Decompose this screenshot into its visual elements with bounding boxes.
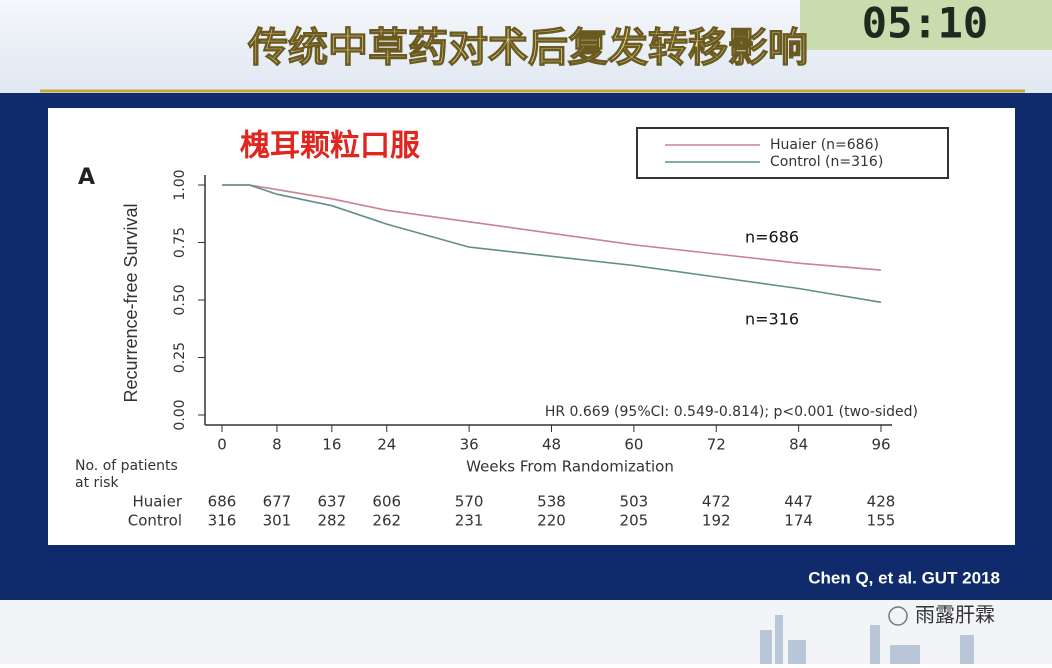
risk-count: 220 [537,512,566,530]
risk-table-title: No. of patients [75,458,178,474]
x-tick-label: 0 [217,436,227,454]
x-tick-label: 48 [542,436,561,454]
legend-label: Huaier (n=686) [770,137,879,153]
risk-count: 637 [318,493,347,511]
annotation: n=686 [745,228,799,247]
slide-title: 传统中草药对术后复发转移影响 [247,25,808,71]
risk-count: 262 [372,512,401,530]
risk-count: 282 [318,512,347,530]
risk-count: 205 [620,512,649,530]
risk-count: 428 [867,493,896,511]
y-tick-label: 1.00 [172,169,188,200]
y-tick-label: 0.75 [172,227,188,258]
x-tick-label: 36 [460,436,479,454]
legend-label: Control (n=316) [770,154,883,170]
x-tick-label: 96 [871,436,890,454]
legend-box [636,127,949,179]
x-axis-label: Weeks From Randomization [466,458,674,476]
risk-table-title: at risk [75,475,119,491]
x-tick-label: 16 [322,436,341,454]
x-tick-label: 60 [624,436,643,454]
risk-count: 538 [537,493,566,511]
risk-count: 472 [702,493,731,511]
risk-count: 503 [620,493,649,511]
chart-panel [48,108,1015,545]
survival-curve [222,184,882,271]
chart-subtitle: 槐耳颗粒口服 [240,129,421,164]
risk-row-name: Huaier [132,493,182,511]
y-tick-label: 0.50 [172,284,188,315]
x-tick-label: 84 [789,436,808,454]
risk-count: 155 [867,512,896,530]
y-tick-label: 0.25 [172,342,188,373]
y-tick-label: 0.00 [172,399,188,430]
risk-count: 301 [263,512,292,530]
watermark-icon [888,606,908,626]
x-tick-label: 72 [707,436,726,454]
x-tick-label: 8 [272,436,282,454]
risk-count: 316 [208,512,237,530]
risk-count: 231 [455,512,484,530]
y-axis-label: Recurrence-free Survival [121,203,141,402]
risk-count: 677 [263,493,292,511]
citation: Chen Q, et al. GUT 2018 [808,568,1000,587]
timer: 05:10 [862,0,988,48]
risk-count: 192 [702,512,731,530]
x-tick-label: 24 [377,436,396,454]
risk-count: 570 [455,493,484,511]
annotation: n=316 [745,310,799,329]
watermark: 雨露肝霖 [915,603,995,627]
skyline [760,615,974,664]
risk-count: 686 [208,493,237,511]
survival-curve [222,184,882,304]
risk-count: 174 [784,512,813,530]
panel-label: A [78,165,95,190]
annotation: HR 0.669 (95%CI: 0.549-0.814); p<0.001 (… [545,404,918,420]
risk-count: 606 [372,493,401,511]
risk-row-name: Control [128,512,182,530]
timer-box [800,0,1052,50]
risk-count: 447 [784,493,813,511]
